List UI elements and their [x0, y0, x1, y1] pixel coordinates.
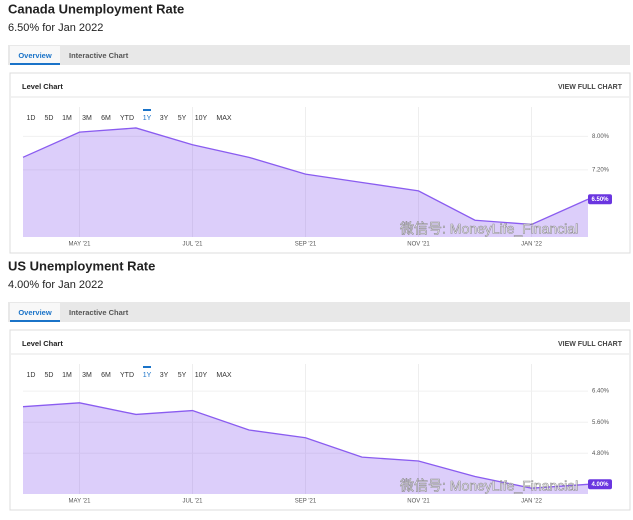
end-label: 6.50% [591, 197, 609, 203]
range-button[interactable]: 5D [45, 372, 54, 379]
range-button[interactable]: 3Y [160, 372, 169, 379]
range-button[interactable]: YTD [120, 115, 134, 122]
x-tick-label: JUL '21 [183, 242, 204, 248]
x-tick-label: MAY '21 [69, 499, 92, 505]
end-badge [588, 194, 612, 205]
x-tick-label: JUL '21 [183, 499, 204, 505]
tab-bar [8, 302, 630, 322]
view-link[interactable]: VIEW FULL CHART [558, 341, 623, 348]
chart-box [9, 72, 631, 254]
subtitle: 4.00% for Jan 2022 [8, 279, 103, 291]
y-tick-label: 4.80% [592, 451, 610, 457]
range-button[interactable]: 1Y [143, 372, 152, 379]
y-tick-label: 8.00% [592, 134, 610, 140]
range-button[interactable]: 5Y [178, 115, 187, 122]
y-tick-label: 6.40% [592, 389, 610, 395]
tab-active [10, 303, 60, 322]
chart-title: US Unemployment Rate [8, 258, 155, 273]
range-button[interactable]: 1D [27, 372, 36, 379]
area [23, 127, 588, 237]
tab-underline [10, 63, 60, 65]
range-marker [143, 109, 151, 111]
x-tick-label: SEP '21 [295, 499, 317, 505]
x-tick-label: MAY '21 [69, 242, 92, 248]
y-tick-label: 7.20% [592, 167, 610, 173]
range-button[interactable]: 3Y [160, 115, 169, 122]
range-button[interactable]: 1D [27, 115, 36, 122]
line [22, 127, 589, 226]
range-button[interactable]: 10Y [195, 115, 208, 122]
x-tick-label: NOV '21 [407, 242, 430, 248]
tab[interactable]: Interactive Chart [69, 308, 129, 317]
x-tick-label: JAN '22 [521, 499, 542, 505]
tab-active [10, 46, 60, 65]
tab[interactable]: Overview [18, 308, 52, 317]
range-button[interactable]: 3M [82, 115, 92, 122]
end-label: 4.00% [591, 482, 609, 488]
range-button[interactable]: YTD [120, 372, 134, 379]
watermark: 微信号: MoneyLife_Financial [400, 221, 578, 237]
y-tick-label: 5.60% [592, 420, 610, 426]
view-link[interactable]: VIEW FULL CHART [558, 84, 623, 91]
panel-title: Level Chart [22, 339, 63, 348]
range-button[interactable]: 6M [101, 115, 111, 122]
range-button[interactable]: 1M [62, 372, 72, 379]
chart-box [9, 329, 631, 511]
range-button[interactable]: 3M [82, 372, 92, 379]
x-tick-label: SEP '21 [295, 242, 317, 248]
range-button[interactable]: 6M [101, 372, 111, 379]
watermark: 微信号: MoneyLife_Financial [400, 478, 578, 494]
tab-bar [8, 45, 630, 65]
x-tick-label: NOV '21 [407, 499, 430, 505]
tab[interactable]: Overview [18, 51, 52, 60]
range-marker [143, 366, 151, 368]
area [23, 402, 588, 494]
range-button[interactable]: 5Y [178, 372, 187, 379]
tab-underline [10, 320, 60, 322]
line [22, 402, 589, 489]
chart-title: Canada Unemployment Rate [8, 1, 184, 16]
range-button[interactable]: 1Y [143, 115, 152, 122]
panel-title: Level Chart [22, 82, 63, 91]
x-tick-label: JAN '22 [521, 242, 542, 248]
tab[interactable]: Interactive Chart [69, 51, 129, 60]
range-button[interactable]: 5D [45, 115, 54, 122]
end-badge [588, 479, 612, 490]
range-button[interactable]: 1M [62, 115, 72, 122]
range-button[interactable]: 10Y [195, 372, 208, 379]
range-button[interactable]: MAX [216, 372, 232, 379]
subtitle: 6.50% for Jan 2022 [8, 22, 103, 34]
range-button[interactable]: MAX [216, 115, 232, 122]
